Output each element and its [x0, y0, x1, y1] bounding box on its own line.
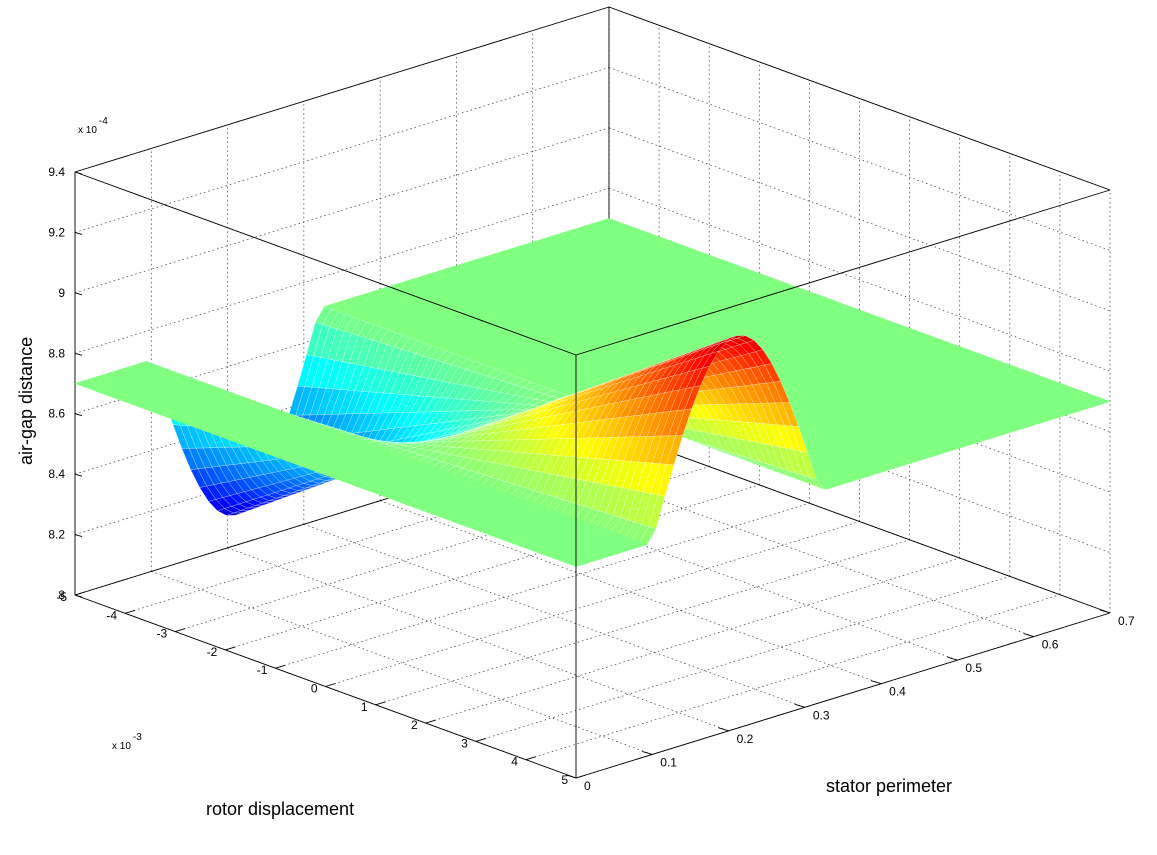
z-tick-label: 8.6 — [48, 407, 65, 421]
grid-line — [227, 547, 729, 732]
x-tick-label: 0 — [584, 779, 591, 793]
grid-line — [375, 539, 910, 706]
y-tick-mark — [175, 628, 186, 633]
x-tick-label: 0.6 — [1042, 638, 1059, 652]
grid-line — [608, 127, 1111, 312]
z-tick-label: 9 — [58, 286, 65, 300]
box-edge — [74, 6, 610, 173]
grid-line — [608, 187, 1111, 372]
y-tick-mark — [575, 774, 587, 779]
z-tick-label: 9.4 — [48, 165, 65, 179]
grid-line — [275, 502, 810, 669]
x-tick-label: 0.4 — [889, 685, 906, 699]
y-tick-mark — [525, 756, 537, 761]
x-tick-label: 0.1 — [660, 755, 677, 769]
y-tick-label: 3 — [461, 736, 468, 750]
surface-mesh — [74, 218, 1111, 567]
x-axis-label: stator perimeter — [826, 776, 952, 796]
grid-line — [608, 67, 1111, 251]
x-tick-label: 0.7 — [1118, 614, 1135, 628]
y-tick-label: -5 — [56, 590, 67, 604]
grid-line — [124, 447, 660, 614]
box-edge — [608, 429, 1111, 614]
y-axis-label: rotor displacement — [206, 799, 354, 819]
x-tick-mark — [642, 750, 653, 755]
grid-line — [475, 576, 1010, 742]
grid-line — [225, 484, 760, 651]
y-tick-mark — [124, 609, 136, 614]
x-tick-mark — [1099, 609, 1111, 614]
x-tick-mark — [947, 656, 958, 661]
y-tick-label: 5 — [561, 773, 568, 787]
grid-line — [151, 571, 653, 755]
x-tick-mark — [718, 727, 729, 732]
y-tick-label: 1 — [361, 700, 368, 714]
y-tick-label: 4 — [511, 755, 518, 769]
z-tick-mark — [74, 473, 83, 477]
x-tick-mark — [871, 680, 882, 685]
x-tick-mark — [794, 703, 805, 708]
grid-line — [525, 594, 1061, 761]
z-multiplier: x 10-4 — [78, 116, 108, 136]
grid-line — [74, 187, 610, 354]
y-tick-mark — [225, 646, 236, 651]
grid-line — [425, 557, 960, 724]
z-tick-label: 9.2 — [48, 225, 65, 239]
box-edge — [575, 612, 1111, 779]
y-tick-mark — [74, 591, 86, 596]
z-tick-mark — [74, 292, 83, 296]
y-tick-label: 0 — [311, 682, 318, 696]
x-tick-label: 0.2 — [737, 732, 754, 746]
z-tick-label: 8.2 — [48, 528, 65, 542]
grid-line — [175, 466, 710, 632]
grid-line — [532, 453, 1034, 637]
grid-line — [456, 476, 958, 661]
z-tick-mark — [74, 352, 83, 356]
z-tick-mark — [74, 231, 83, 235]
grid-line — [74, 127, 610, 294]
x-tick-mark — [1023, 633, 1034, 638]
y-tick-mark — [375, 701, 386, 706]
z-axis-label: air-gap distance — [16, 337, 36, 465]
z-tick-label: 8.8 — [48, 346, 65, 360]
y-tick-label: -1 — [257, 663, 268, 677]
y-tick-mark — [425, 719, 436, 724]
y-tick-mark — [275, 664, 286, 669]
y-tick-mark — [475, 737, 486, 742]
z-tick-mark — [74, 413, 83, 417]
y-tick-mark — [325, 683, 336, 687]
grid-line — [380, 500, 882, 685]
y-tick-label: -4 — [106, 608, 117, 622]
grid-line — [325, 521, 860, 687]
box-edge — [608, 6, 1111, 191]
x-tick-label: 0.3 — [813, 708, 830, 722]
y-tick-label: -2 — [207, 645, 218, 659]
z-tick-mark — [74, 534, 83, 538]
y-tick-label: 2 — [411, 718, 418, 732]
grid-line — [74, 67, 610, 233]
y-tick-label: -3 — [157, 627, 168, 641]
y-multiplier: x 10-3 — [112, 732, 142, 752]
z-tick-label: 8.4 — [48, 467, 65, 481]
x-tick-label: 0.5 — [965, 661, 982, 675]
